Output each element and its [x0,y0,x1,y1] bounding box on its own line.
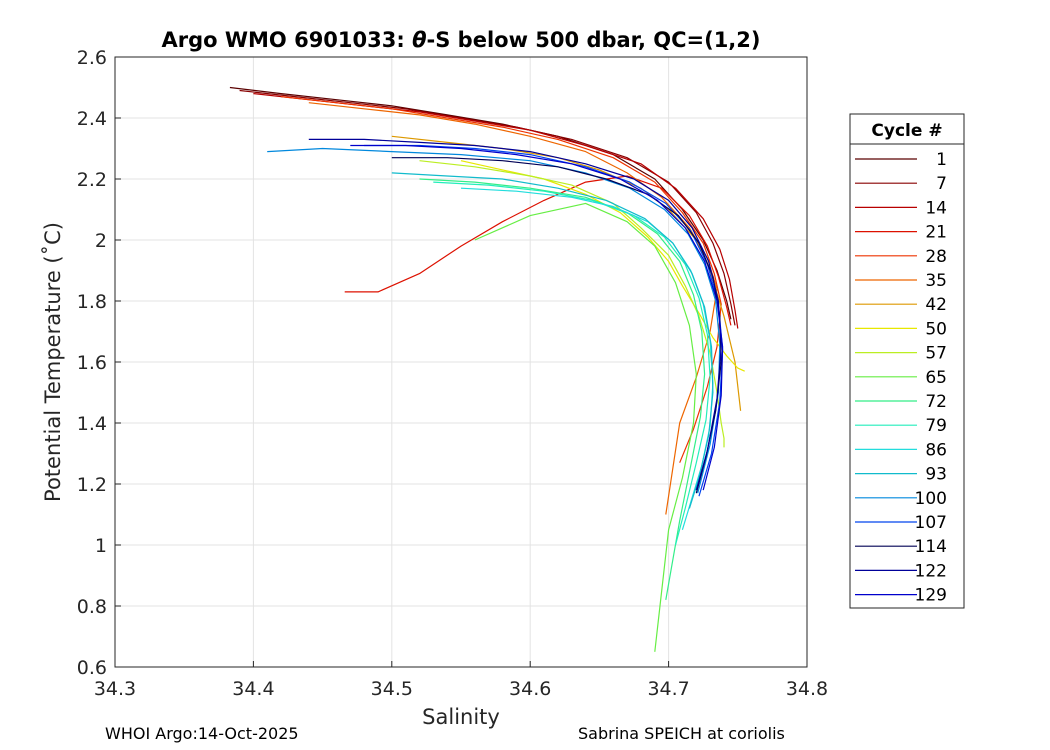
legend-label-cycle-42: 42 [925,295,947,315]
legend-label-cycle-79: 79 [925,416,947,436]
series-line-cycle-93 [391,172,714,509]
x-tick-label: 34.3 [94,678,136,700]
legend-label-cycle-93: 93 [925,465,947,485]
legend-label-cycle-107: 107 [915,513,947,533]
chart-title: Argo WMO 6901033: θ-S below 500 dbar, QC… [161,28,760,52]
series-line-cycle-72 [419,178,706,601]
chart-title-prefix: Argo WMO 6901033: [161,28,412,52]
legend-label-cycle-1: 1 [936,150,947,170]
legend-label-cycle-28: 28 [925,247,947,267]
legend-label-cycle-7: 7 [936,174,947,194]
x-tick-label: 34.5 [371,678,413,700]
y-axis-label: Potential Temperature (˚C) [41,222,65,502]
series-line-cycle-7 [239,89,736,326]
chart-title-suffix: -S below 500 dbar, QC=(1,2) [427,28,761,52]
chart-title-theta: θ [412,28,426,52]
x-axis-label: Salinity [422,705,500,729]
series-line-cycle-129 [350,144,724,491]
series-line-cycle-57 [419,160,725,448]
legend-label-cycle-21: 21 [925,223,947,243]
y-tick-label: 1 [95,535,107,557]
y-tick-label: 1.2 [77,474,107,496]
series-line-cycle-35 [308,102,718,515]
legend-label-cycle-114: 114 [915,537,947,557]
x-tick-label: 34.8 [786,678,828,700]
y-tick-label: 2 [95,230,107,252]
y-tick-label: 0.8 [77,596,107,618]
legend-label-cycle-100: 100 [915,489,947,509]
y-tick-label: 0.6 [77,657,107,679]
legend-box [849,113,965,609]
y-tick-label: 2.6 [77,47,107,69]
legend-label-cycle-14: 14 [925,198,947,218]
legend-label-cycle-50: 50 [925,319,947,339]
legend-title: Cycle # [871,121,942,141]
series-line-cycle-65 [474,202,697,652]
legend-label-cycle-72: 72 [925,392,947,412]
data-series [229,86,745,652]
legend-label-cycle-35: 35 [925,271,947,291]
x-tick-label: 34.4 [232,678,274,700]
legend: Cycle # 1 7 14 21 28 35 42 50 57 65 72 79 86 93 100 107… [849,113,965,609]
legend-entries: 1 7 14 21 28 35 42 50 57 65 72 79 86 93 100 107 114 122 12… [855,150,947,606]
legend-label-cycle-122: 122 [915,561,947,581]
series-line-cycle-107 [364,144,724,497]
footer-source: WHOI Argo:14-Oct-2025 [105,724,299,743]
y-tick-label: 1.6 [77,352,107,374]
legend-label-cycle-86: 86 [925,440,947,460]
y-tick-label: 2.2 [77,169,107,191]
x-tick-label: 34.7 [647,678,689,700]
y-tick-label: 1.4 [77,413,107,435]
x-tick-label: 34.6 [509,678,551,700]
y-tick-label: 2.4 [77,108,107,130]
y-tick-label: 1.8 [77,291,107,313]
series-line-cycle-79 [433,181,711,546]
legend-label-cycle-57: 57 [925,344,947,364]
footer-operator: Sabrina SPEICH at coriolis [578,724,785,743]
legend-label-cycle-65: 65 [925,368,947,388]
legend-label-cycle-129: 129 [915,586,947,606]
axis-ticks: 34.3 34.4 34.5 34.6 34.7 34.8 0.6 0.8 1 1.2 1.4 1.6… [77,47,828,700]
series-line-cycle-122 [308,138,722,491]
